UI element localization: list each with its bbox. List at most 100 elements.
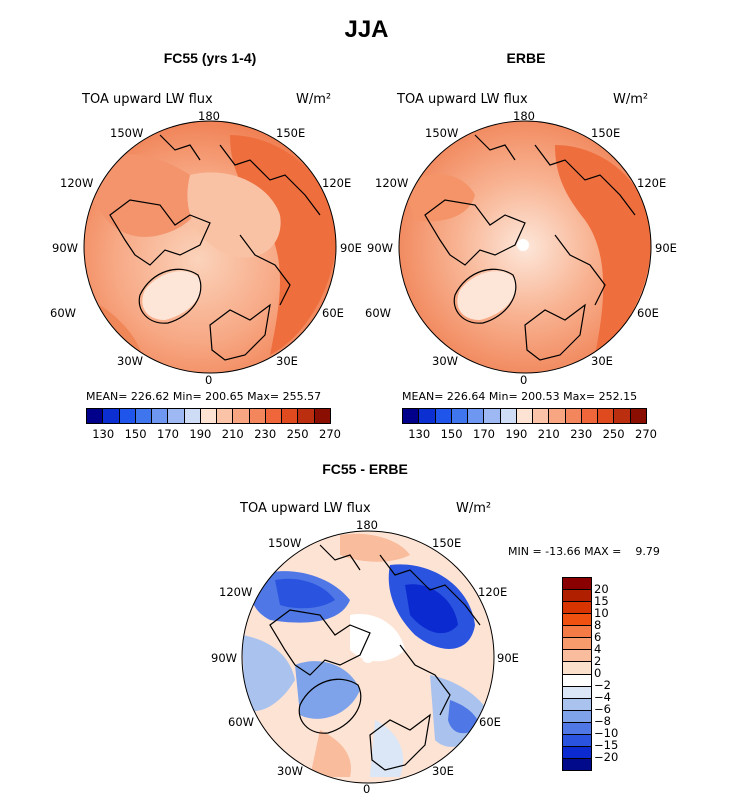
p2-lon-180: 180 xyxy=(513,109,535,123)
p2-lon-120w: 120W xyxy=(375,176,409,190)
panel2-variable: TOA upward LW flux xyxy=(397,92,528,107)
p3-lon-120w: 120W xyxy=(219,585,253,599)
panel2-units: W/m² xyxy=(613,92,649,107)
colorbar-swatch xyxy=(563,590,591,603)
p2-max-label: Max= xyxy=(563,390,596,403)
colorbar-swatch xyxy=(563,578,591,591)
colorbar-tick-label: 15 xyxy=(594,594,609,608)
p2-lon-90w: 90W xyxy=(367,241,394,255)
p1-lon-150e: 150E xyxy=(276,126,306,140)
p3-lon-90e: 90E xyxy=(497,651,519,665)
colorbar-tick-label: 130 xyxy=(408,427,431,441)
panel2-colorbar-labels: 130 150 170 190 210 230 250 270 xyxy=(402,427,657,441)
p2-lon-60e: 60E xyxy=(637,306,659,320)
p3-lon-90w: 90W xyxy=(211,651,238,665)
p1-lon-90e: 90E xyxy=(340,241,362,255)
colorbar-swatch xyxy=(563,722,591,735)
p1-lon-60w: 60W xyxy=(50,306,77,320)
colorbar-swatch xyxy=(549,409,566,423)
colorbar-swatch xyxy=(565,409,582,423)
colorbar-tick-label: 250 xyxy=(286,427,309,441)
colorbar-tick-label: 250 xyxy=(602,427,625,441)
colorbar-swatch xyxy=(563,734,591,747)
colorbar-tick-label: −15 xyxy=(594,738,619,752)
colorbar-tick-label: 6 xyxy=(594,630,602,644)
colorbar-swatch xyxy=(563,758,591,770)
colorbar-swatch xyxy=(233,409,250,423)
colorbar-tick-label: 230 xyxy=(570,427,593,441)
colorbar-swatch xyxy=(614,409,631,423)
p1-lon-180: 180 xyxy=(198,109,220,123)
colorbar-tick-label: 190 xyxy=(189,427,212,441)
colorbar-tick-label: 270 xyxy=(319,427,341,441)
colorbar-swatch xyxy=(298,409,315,423)
colorbar-swatch xyxy=(500,409,517,423)
colorbar-tick-label: −20 xyxy=(594,750,619,764)
colorbar-swatch xyxy=(282,409,299,423)
p1-mean-label: MEAN= xyxy=(86,390,128,403)
colorbar-swatch xyxy=(217,409,234,423)
p3-lon-180: 180 xyxy=(356,518,378,532)
colorbar-tick-label: −4 xyxy=(594,690,611,704)
colorbar-swatch xyxy=(563,698,591,711)
p3-lon-60w: 60W xyxy=(228,715,255,729)
p1-min-label: Min= xyxy=(172,390,202,403)
colorbar-swatch xyxy=(563,650,591,663)
p1-min: 200.65 xyxy=(205,390,244,403)
colorbar-tick-label: 230 xyxy=(254,427,277,441)
p2-lon-150e: 150E xyxy=(591,126,621,140)
colorbar-swatch xyxy=(419,409,436,423)
colorbar-tick-label: 20 xyxy=(594,582,609,596)
panel3-minmax: MIN = -13.66 MAX = 9.79 xyxy=(508,545,660,558)
p2-mean-label: MEAN= xyxy=(402,390,444,403)
p1-lon-120e: 120E xyxy=(322,176,352,190)
colorbar-swatch xyxy=(314,409,330,423)
colorbar-swatch xyxy=(563,602,591,615)
p1-lon-90w: 90W xyxy=(52,241,79,255)
colorbar-tick-label: 0 xyxy=(594,666,602,680)
colorbar-swatch xyxy=(563,626,591,639)
colorbar-swatch xyxy=(184,409,201,423)
p2-lon-30e: 30E xyxy=(591,354,613,368)
p2-lon-30w: 30W xyxy=(432,354,459,368)
p2-lon-0: 0 xyxy=(520,373,528,387)
colorbar-swatch xyxy=(468,409,485,423)
colorbar-swatch xyxy=(563,686,591,699)
colorbar-swatch xyxy=(152,409,169,423)
p3-lon-150e: 150E xyxy=(432,536,462,550)
colorbar-swatch xyxy=(563,710,591,723)
colorbar-tick-label: 190 xyxy=(505,427,528,441)
colorbar-tick-label: −10 xyxy=(594,726,619,740)
colorbar-swatch xyxy=(451,409,469,423)
p1-lon-30e: 30E xyxy=(276,354,298,368)
colorbar-tick-label: 270 xyxy=(635,427,657,441)
colorbar-tick-label: 170 xyxy=(473,427,495,441)
p3-lon-0: 0 xyxy=(363,782,371,796)
panel1-colorbar-labels: 130 150 170 190 210 230 250 270 xyxy=(86,427,341,441)
colorbar-swatch xyxy=(103,409,120,423)
colorbar-swatch xyxy=(516,409,534,423)
p2-lon-90e: 90E xyxy=(655,241,677,255)
p2-mean: 226.64 xyxy=(446,390,486,403)
colorbar-swatch xyxy=(200,409,218,423)
colorbar-swatch xyxy=(563,662,591,675)
p3-lon-30e: 30E xyxy=(432,764,454,778)
colorbar-swatch xyxy=(563,614,591,627)
colorbar-tick-label: 150 xyxy=(124,427,147,441)
colorbar-swatch xyxy=(563,638,591,651)
p1-mean: 226.62 xyxy=(130,390,170,403)
colorbar-swatch xyxy=(265,409,283,423)
colorbar-swatch xyxy=(87,409,104,423)
colorbar-tick-label: 170 xyxy=(157,427,179,441)
colorbar-tick-label: 10 xyxy=(594,606,609,620)
p2-min: 200.53 xyxy=(521,390,560,403)
panel1-polar-map xyxy=(83,120,337,374)
p2-lon-150w: 150W xyxy=(425,126,459,140)
panel2-polar-map xyxy=(398,120,652,374)
panel1-units: W/m² xyxy=(296,92,332,107)
panel3-title: FC55 - ERBE xyxy=(322,461,408,477)
colorbar-swatch xyxy=(435,409,452,423)
p1-lon-0: 0 xyxy=(205,373,213,387)
colorbar-tick-label: 2 xyxy=(594,654,602,668)
colorbar-tick-label: 8 xyxy=(594,618,602,632)
